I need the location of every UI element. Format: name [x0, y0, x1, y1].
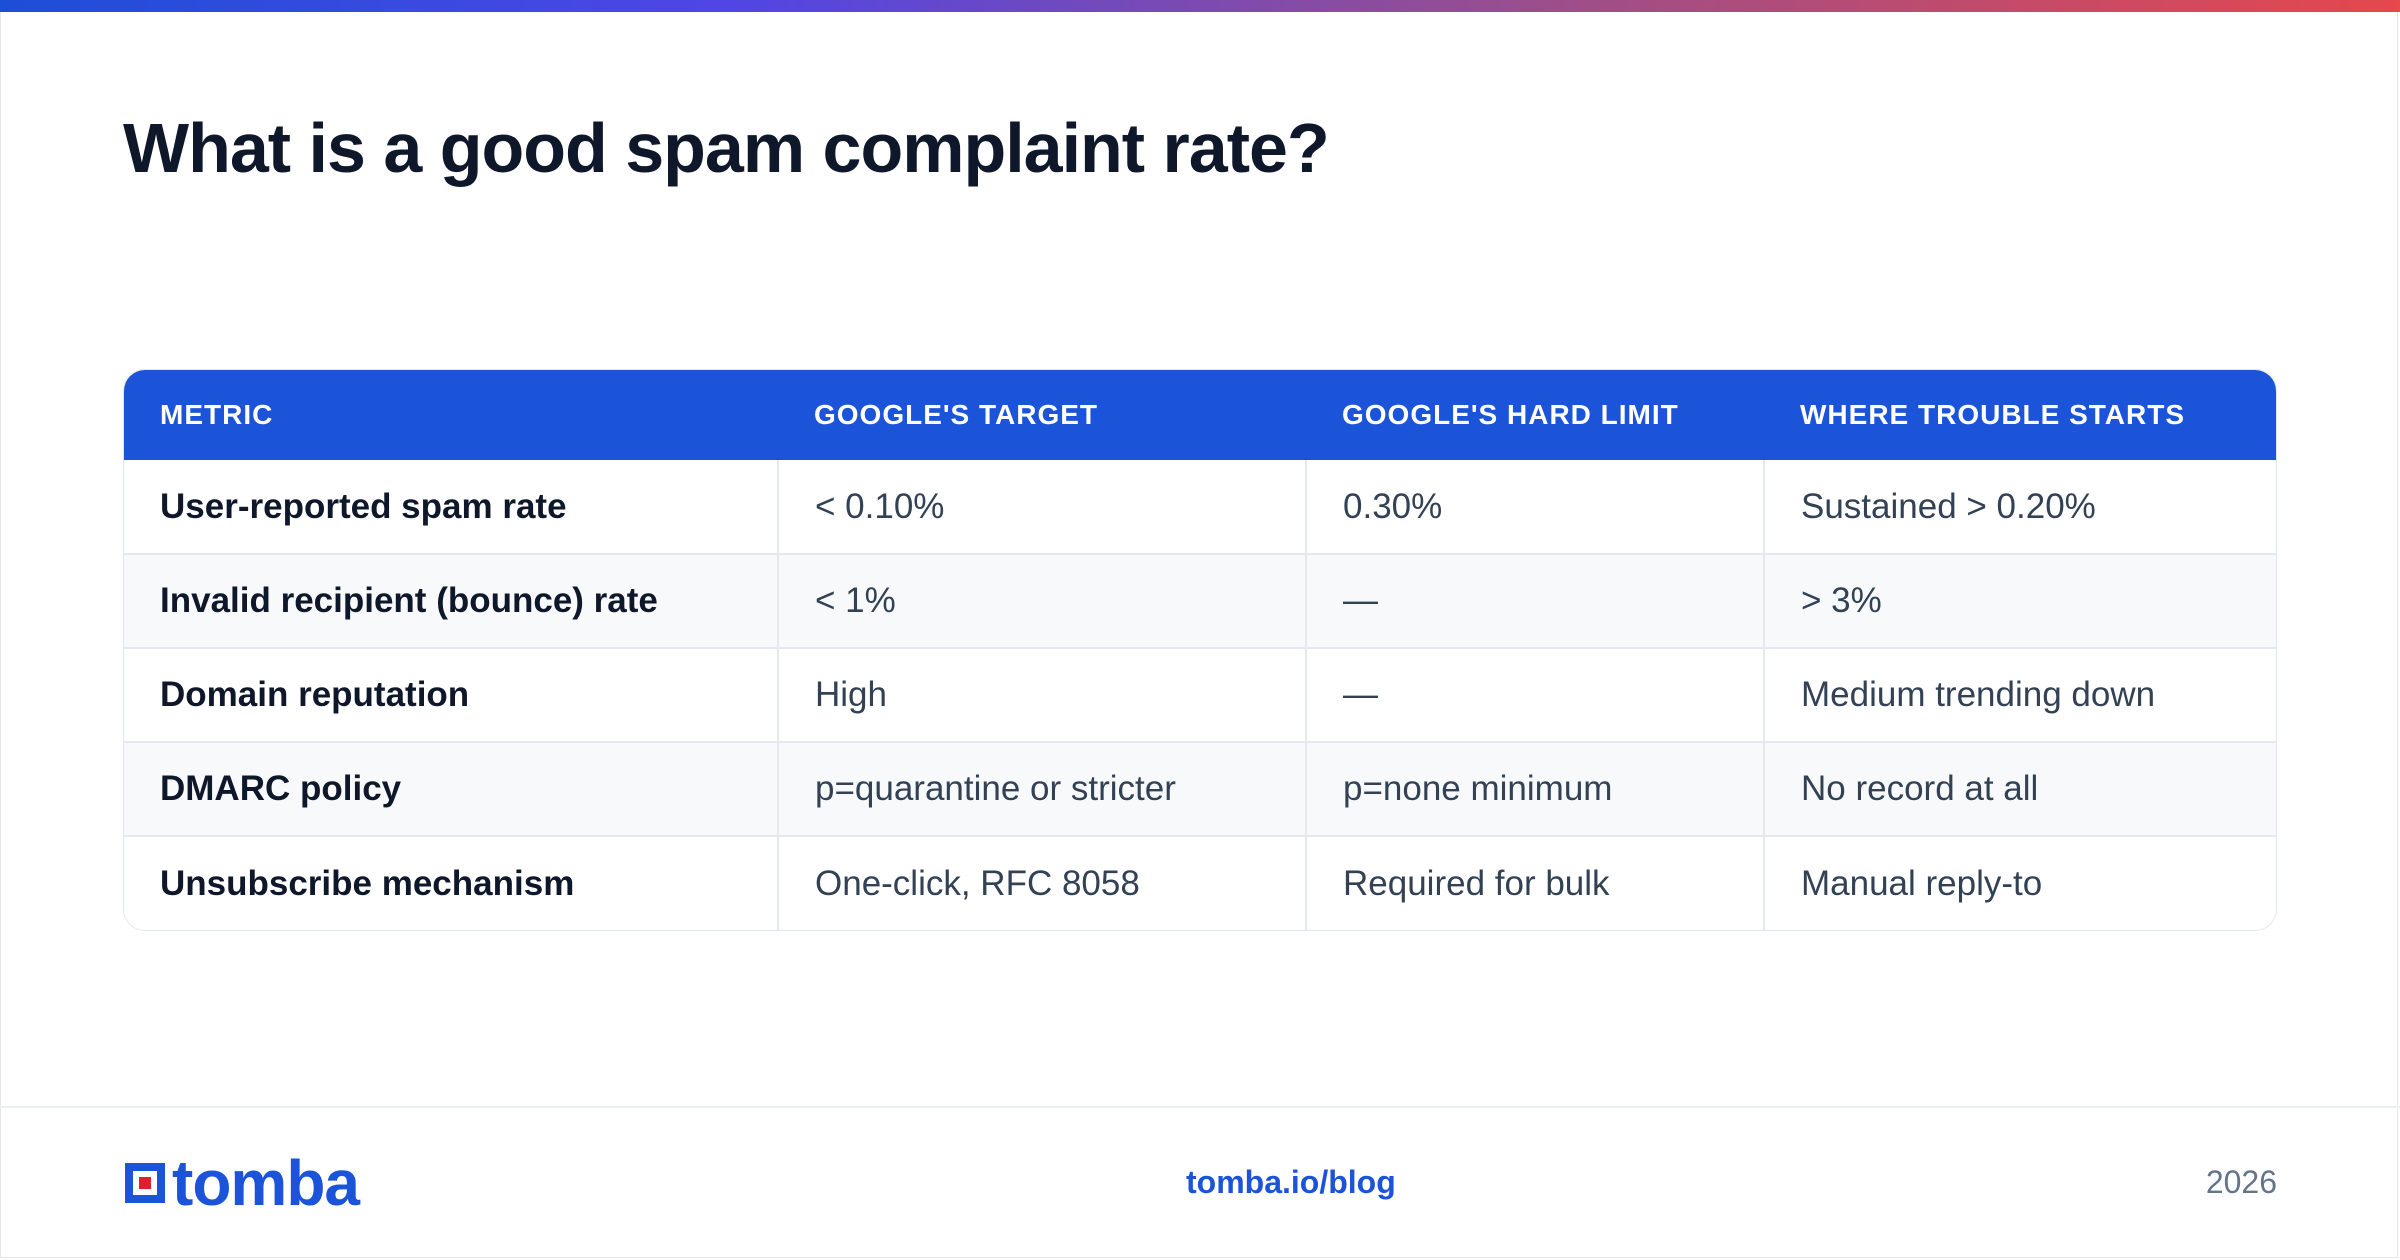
- table-row: Domain reputation High — Medium trending…: [124, 647, 2276, 742]
- gradient-top-bar: [0, 0, 2400, 12]
- table-row: User-reported spam rate < 0.10% 0.30% Su…: [124, 460, 2276, 554]
- target-cell: p=quarantine or stricter: [777, 741, 1306, 836]
- trouble-cell: Manual reply-to: [1763, 835, 2276, 930]
- trouble-cell: > 3%: [1763, 553, 2276, 648]
- hard-limit-cell: p=none minimum: [1305, 741, 1764, 836]
- table-row: DMARC policy p=quarantine or stricter p=…: [124, 741, 2276, 836]
- footer-year: 2026: [2205, 1164, 2277, 1200]
- metric-cell: Unsubscribe mechanism: [124, 835, 778, 930]
- header-metric: METRIC: [160, 399, 274, 430]
- header-where-trouble-starts: WHERE TROUBLE STARTS: [1800, 399, 2186, 430]
- metric-cell: Domain reputation: [124, 647, 778, 742]
- trouble-cell: Medium trending down: [1763, 647, 2276, 742]
- trouble-cell: Sustained > 0.20%: [1763, 460, 2276, 554]
- target-cell: < 1%: [777, 553, 1306, 648]
- page-title: What is a good spam complaint rate?: [123, 109, 1330, 187]
- table-header-row: METRIC GOOGLE'S TARGET GOOGLE'S HARD LIM…: [124, 370, 2276, 460]
- hard-limit-cell: —: [1305, 553, 1764, 648]
- metric-cell: User-reported spam rate: [160, 486, 567, 526]
- target-cell: One-click, RFC 8058: [777, 835, 1306, 930]
- metric-cell: DMARC policy: [124, 741, 778, 836]
- comparison-table-card: METRIC GOOGLE'S TARGET GOOGLE'S HARD LIM…: [123, 369, 2277, 931]
- comparison-table: METRIC GOOGLE'S TARGET GOOGLE'S HARD LIM…: [124, 370, 2276, 930]
- hard-limit-cell: 0.30%: [1305, 460, 1764, 554]
- logo-wordmark: tomba: [172, 1147, 360, 1219]
- table-row: Unsubscribe mechanism One-click, RFC 805…: [124, 835, 2276, 930]
- target-cell: High: [777, 647, 1306, 742]
- header-googles-hard-limit: GOOGLE'S HARD LIMIT: [1342, 399, 1679, 430]
- target-cell: < 0.10%: [777, 460, 1306, 554]
- metric-cell: Invalid recipient (bounce) rate: [124, 553, 778, 648]
- tomba-logo[interactable]: tomba: [122, 1147, 360, 1219]
- hard-limit-cell: —: [1305, 647, 1764, 742]
- hard-limit-cell: Required for bulk: [1305, 835, 1764, 930]
- header-googles-target: GOOGLE'S TARGET: [814, 399, 1099, 430]
- tomba-logo-icon: [125, 1163, 165, 1203]
- table-row: Invalid recipient (bounce) rate < 1% — >…: [124, 553, 2276, 648]
- trouble-cell: No record at all: [1763, 741, 2276, 836]
- footer-divider: [0, 1106, 2400, 1108]
- blog-link[interactable]: tomba.io/blog: [1186, 1164, 1396, 1200]
